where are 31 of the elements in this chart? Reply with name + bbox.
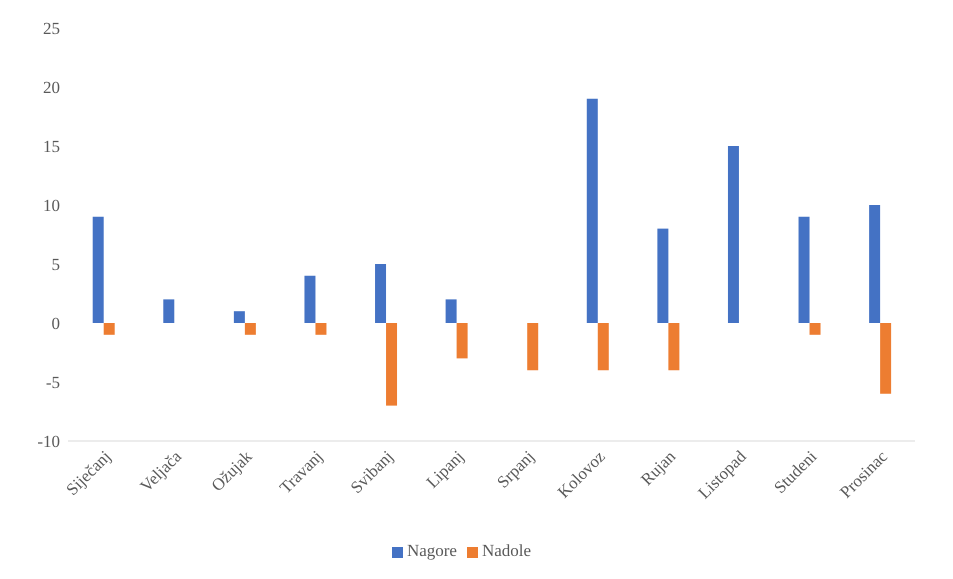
- bar: [104, 323, 115, 335]
- y-tick-label: 20: [43, 78, 60, 98]
- bar: [386, 323, 398, 406]
- bar: [315, 323, 326, 335]
- legend-label: Nagore: [406, 541, 457, 560]
- bar: [728, 146, 739, 323]
- bar: [92, 216, 104, 323]
- bar: [446, 299, 457, 323]
- bar: [163, 299, 174, 323]
- y-tick-label: -5: [46, 373, 60, 392]
- bar: [244, 323, 256, 335]
- bar: [810, 323, 821, 335]
- bar: [375, 264, 386, 323]
- y-tick-label: 10: [43, 196, 60, 216]
- bar: [234, 311, 245, 323]
- bar: [598, 323, 609, 370]
- bar: [798, 216, 810, 323]
- y-tick-label: 0: [52, 314, 60, 334]
- bar: [527, 323, 538, 370]
- bar: [880, 323, 892, 394]
- bar: [657, 228, 668, 323]
- y-tick-label: 5: [52, 255, 60, 274]
- bar: [869, 205, 880, 323]
- bar: [456, 323, 468, 358]
- bar: [304, 276, 316, 323]
- y-tick-label: 25: [43, 19, 60, 38]
- bar: [586, 98, 598, 323]
- y-tick-label: -10: [37, 432, 60, 452]
- y-tick-label: 15: [43, 137, 60, 156]
- bar: [668, 323, 680, 370]
- legend-label: Nadole: [482, 541, 532, 560]
